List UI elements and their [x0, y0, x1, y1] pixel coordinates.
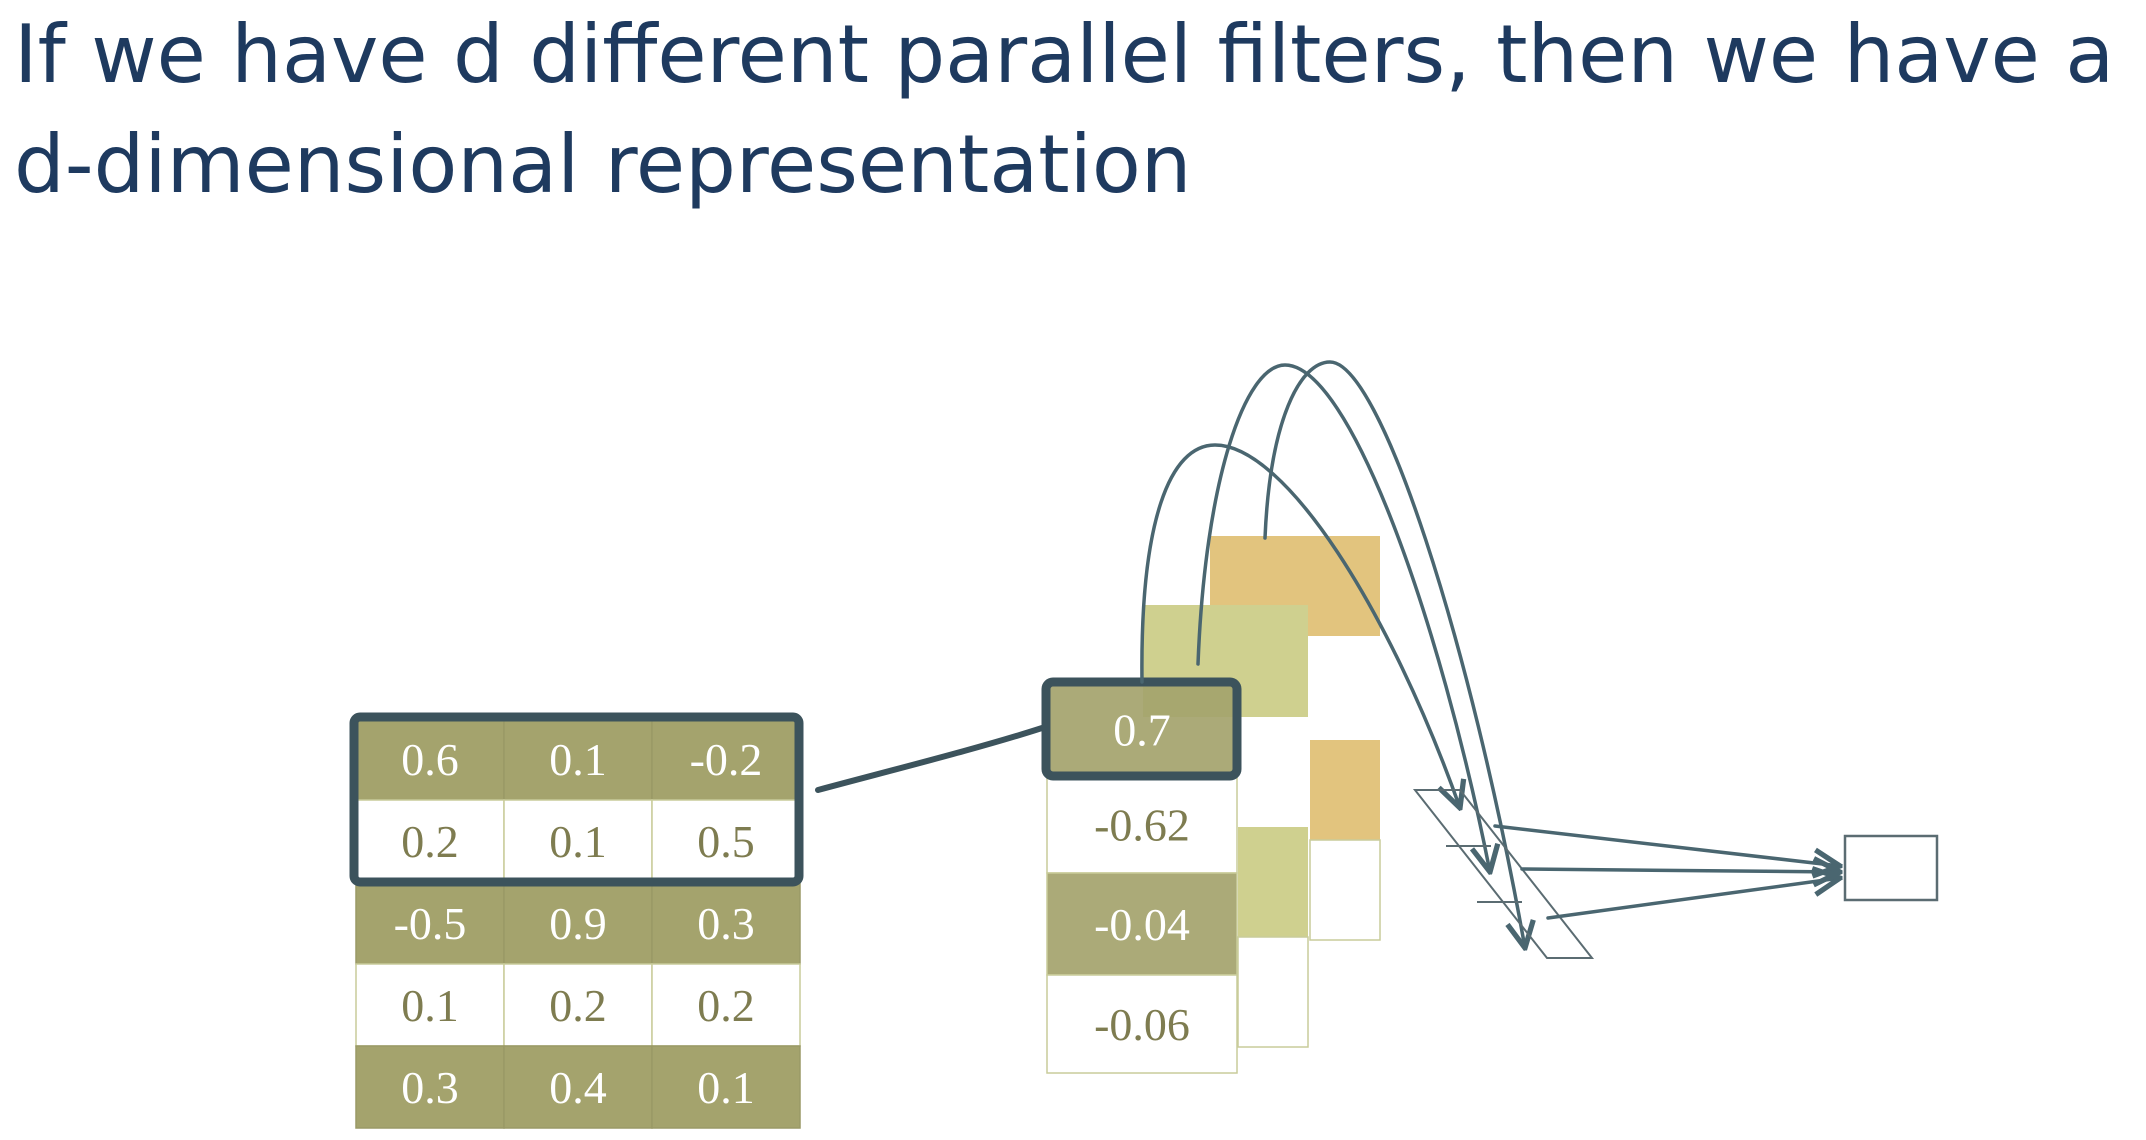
- output-cell-value: -0.62: [1094, 800, 1190, 851]
- straight-arrow-1: [1493, 824, 1840, 866]
- matrix-cell: [651, 799, 801, 883]
- filter-output-column: 0.7 -0.62 -0.04 -0.06: [1046, 682, 1238, 1074]
- title-line-2: d-dimensional representation: [14, 118, 1192, 211]
- matrix-cell-value: 0.2: [549, 980, 607, 1031]
- straight-arrow-3: [1546, 878, 1840, 920]
- input-matrix: 0.6 0.1 -0.2 0.2 0.1 0.5 -0.5 0.9 0.3 0.1 0.2 0.2 0.…: [355, 717, 801, 1129]
- matrix-cell-value: 0.6: [401, 734, 459, 785]
- matrix-cell: [651, 963, 801, 1047]
- matrix-cell-value: -0.5: [394, 898, 467, 949]
- matrix-cell-value: 0.1: [697, 1062, 755, 1113]
- matrix-cell-value: -0.2: [690, 734, 763, 785]
- matrix-cell-value: 0.1: [549, 816, 607, 867]
- matrix-cell: [651, 1045, 801, 1129]
- output-cell: [1046, 872, 1238, 976]
- matrix-cell: [355, 963, 505, 1047]
- straight-arrow-2: [1520, 869, 1840, 872]
- matrix-cell: [503, 881, 653, 965]
- matrix-cell: [355, 1045, 505, 1129]
- window-to-output-connector: [815, 725, 1045, 793]
- output-cell-value: -0.06: [1094, 999, 1190, 1050]
- matrix-cell: [503, 1045, 653, 1129]
- matrix-cell-value: 0.3: [401, 1062, 459, 1113]
- output-cell: [1046, 974, 1238, 1074]
- d-dimensional-vector: [1412, 789, 1595, 959]
- matrix-cell-value: 0.1: [401, 980, 459, 1031]
- matrix-cell: [503, 717, 653, 801]
- filter-layer-3: [1210, 536, 1381, 941]
- matrix-cell-value: 0.9: [549, 898, 607, 949]
- matrix-cell-value: 0.4: [549, 1062, 607, 1113]
- matrix-cell-value: 0.2: [401, 816, 459, 867]
- output-cell-value: -0.04: [1094, 899, 1190, 950]
- title-line-1: If we have d different parallel filters,…: [14, 8, 2115, 101]
- output-cell: [1046, 775, 1238, 874]
- matrix-cell-value: 0.3: [697, 898, 755, 949]
- filter-to-vector-arrows: [1140, 360, 1525, 948]
- output-cell: [1046, 682, 1238, 777]
- curved-arrow-2: [1196, 363, 1490, 872]
- vector-to-output-arrows: [1493, 824, 1840, 920]
- output-node-box: [1843, 834, 1939, 902]
- matrix-cell-value: 0.1: [549, 734, 607, 785]
- input-window-highlight: [349, 712, 804, 887]
- curved-arrow-3: [1263, 360, 1525, 948]
- matrix-cell: [355, 799, 505, 883]
- matrix-cell: [503, 963, 653, 1047]
- matrix-cell-value: 0.5: [697, 816, 755, 867]
- matrix-cell: [651, 881, 801, 965]
- slide-title: If we have d different parallel filters,…: [14, 0, 2134, 220]
- output-cell-value: 0.7: [1113, 705, 1171, 756]
- matrix-cell-value: 0.2: [697, 980, 755, 1031]
